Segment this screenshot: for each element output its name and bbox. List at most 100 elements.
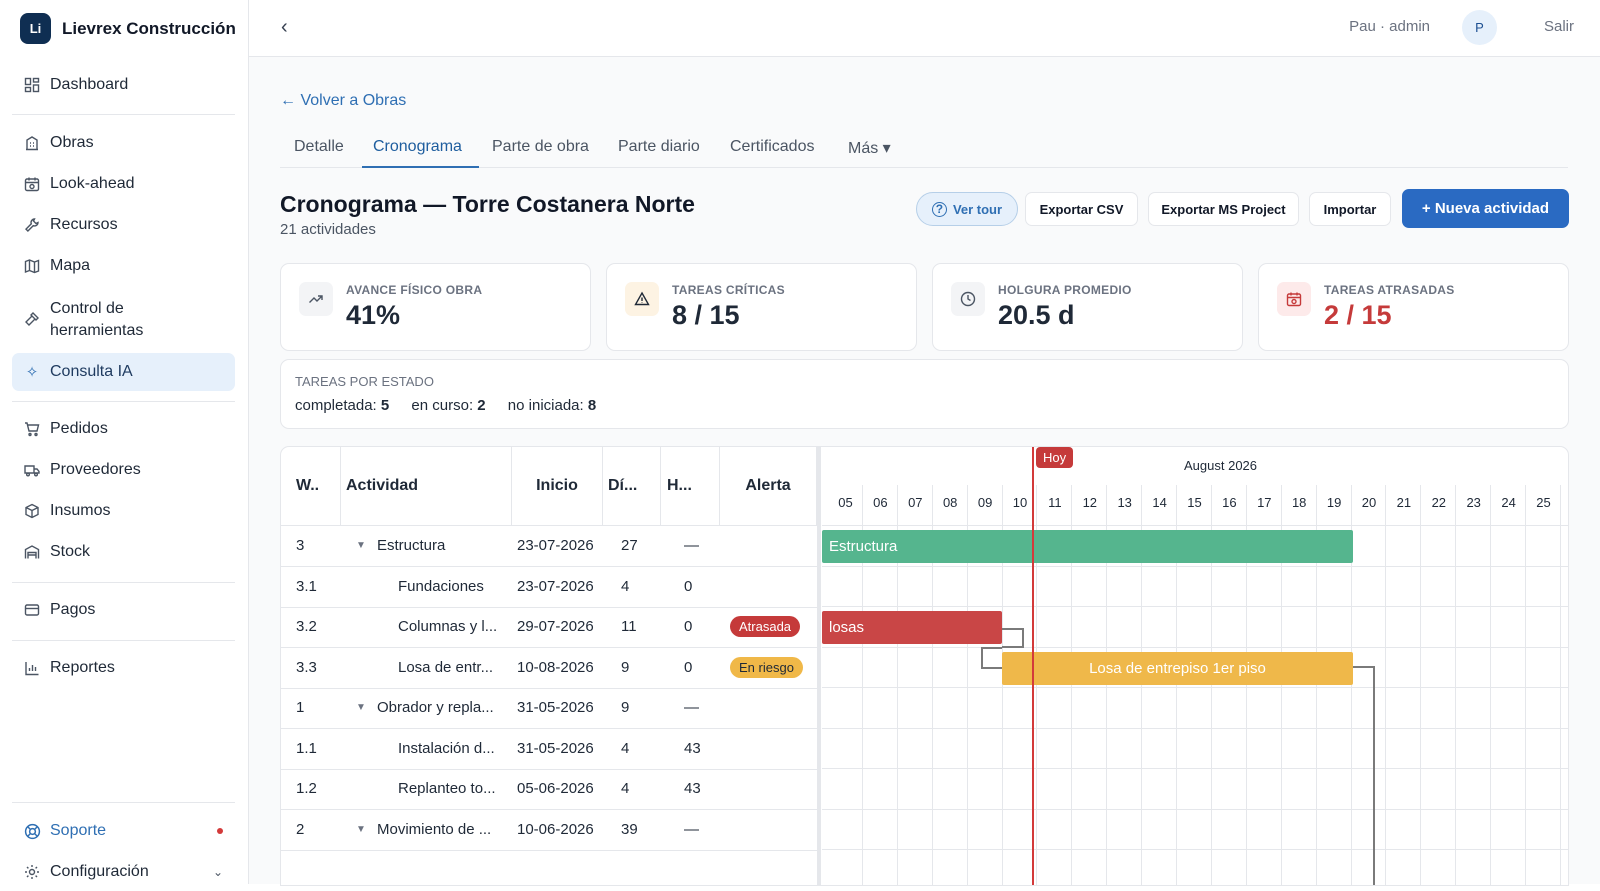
sidebar-item-soporte[interactable]: Soporte [12,812,235,850]
topbar: ‹ Pau · admin P Salir [249,0,1600,57]
table-row[interactable]: 1.1 Instalación d... 31-05-2026 4 43 [281,729,817,770]
expand-caret-icon[interactable]: ▼ [356,540,366,551]
kpi-label: AVANCE FÍSICO OBRA [346,283,483,297]
import-button[interactable]: Importar [1309,192,1391,226]
sidebar-item-pagos[interactable]: Pagos [12,591,235,629]
cell-actividad: Columnas y l... [398,618,498,635]
gantt-day-label: 11 [1048,495,1062,510]
active-tab-indicator [362,166,479,168]
sidebar-item-pedidos[interactable]: Pedidos [12,410,235,448]
main-content: ← Volver a Obras Detalle Cronograma Part… [249,57,1600,886]
logout-link[interactable]: Salir [1543,18,1574,35]
sidebar-item-label: Proveedores [50,461,141,478]
splitter-handle[interactable] [817,447,821,885]
expand-caret-icon[interactable]: ▼ [356,823,366,835]
gantt-grid-line [931,485,933,885]
tareas-por-estado-panel: TAREAS POR ESTADO completada: 5 en curso… [280,359,1569,429]
table-row[interactable]: 3 ▼ Estructura 23-07-2026 27 — [281,526,817,567]
collapse-sidebar-button[interactable]: ‹ [281,16,288,38]
gantt-bar[interactable]: Estructura [822,530,1353,563]
sidebar-item-dashboard[interactable]: Dashboard [12,66,235,104]
column-header-actividad[interactable]: Actividad [341,447,512,525]
divider [12,401,235,402]
sidebar-item-label: Control de herramientas [50,300,144,339]
export-csv-button[interactable]: Exportar CSV [1025,192,1138,226]
gantt-bar[interactable]: Losa de entrepiso 1er piso [1002,651,1353,685]
column-header-wbs[interactable]: W.. [281,447,341,525]
gantt-bar[interactable]: losas [822,611,1002,644]
cell-actividad: Movimiento de ... [377,820,492,838]
tab-mas[interactable]: Más ▾ [848,140,891,157]
avatar[interactable]: P [1462,10,1497,45]
sidebar-item-proveedores[interactable]: Proveedores [12,451,235,489]
cell-inicio: 31-05-2026 [517,699,594,716]
gantt-day-label: 18 [1291,495,1307,510]
ver-tour-button[interactable]: ? Ver tour [916,192,1018,226]
column-header-alerta[interactable]: Alerta [720,447,817,525]
cell-holgura: — [684,699,699,716]
table-row[interactable]: 3.2 Columnas y l... 29-07-2026 11 0 Atrasada [281,607,817,648]
page-title: Cronograma — Torre Costanera Norte [280,191,695,217]
divider [12,802,235,803]
gantt-grid-line [1490,485,1492,885]
sidebar-item-control-herramientas[interactable]: Control de herramientas [12,298,235,342]
back-to-obras-link[interactable]: ← Volver a Obras [280,92,407,109]
sidebar-item-mapa[interactable]: Mapa [12,247,235,285]
cell-inicio: 29-07-2026 [517,618,594,635]
tab-detalle[interactable]: Detalle [294,138,344,155]
table-row[interactable]: 1.2 Replanteo to... 05-06-2026 4 43 [281,769,817,810]
gantt-grid-line [1245,485,1247,885]
column-header-inicio[interactable]: Inicio [512,447,603,525]
cell-holgura: 43 [684,780,701,797]
sidebar-item-insumos[interactable]: Insumos [12,492,235,530]
sidebar-item-consulta-ia[interactable]: ✧ Consulta IA [12,353,235,391]
estado-counts: completada: 5 en curso: 2 no iniciada: 8 [295,397,614,414]
expand-caret-icon[interactable]: ▼ [356,702,366,713]
cell-wbs: 3.3 [296,658,317,676]
export-ms-project-button[interactable]: Exportar MS Project [1148,192,1299,226]
tab-cronograma[interactable]: Cronograma [373,138,462,155]
sidebar-item-look-ahead[interactable]: Look-ahead [12,165,235,203]
table-row[interactable]: 3.3 Losa de entr... 10-08-2026 9 0 En riesgo [281,648,817,689]
sidebar-item-recursos[interactable]: Recursos [12,206,235,244]
gantt-row-line [822,565,1568,567]
kpi-value: 41% [346,300,401,330]
tab-parte-de-obra[interactable]: Parte de obra [492,138,589,155]
user-name: Pau · admin [1349,18,1430,35]
divider [12,582,235,583]
tab-parte-diario[interactable]: Parte diario [618,138,700,155]
sidebar-item-label: Soporte [50,822,107,839]
sidebar-item-configuracion[interactable]: Configuración ⌄ [12,853,235,891]
cell-inicio: 10-06-2026 [517,820,594,838]
trend-icon [299,282,333,316]
sidebar-item-reportes[interactable]: Reportes [12,649,235,687]
kpi-holgura-promedio: HOLGURA PROMEDIO 20.5 d [932,263,1243,351]
estado-count: 2 [477,397,486,414]
gantt-day-label: 25 [1536,495,1551,510]
table-row[interactable]: 3.1 Fundaciones 23-07-2026 4 0 [281,567,817,608]
sidebar-item-stock[interactable]: Stock [12,533,235,571]
tab-certificados[interactable]: Certificados [730,138,815,155]
column-header-dias[interactable]: Dí... [603,447,661,525]
cell-inicio: 23-07-2026 [517,577,594,595]
table-row[interactable]: 1 ▼ Obrador y repla... 31-05-2026 9 — [281,688,817,729]
dependency-line [1353,666,1375,885]
cell-dias: 11 [621,618,637,635]
divider [281,525,817,526]
cell-wbs: 3.2 [296,618,317,635]
cell-dias: 4 [621,577,630,595]
cell-wbs: 3 [296,537,305,554]
table-row[interactable]: 2 ▼ Movimiento de ... 10-06-2026 39 — [281,810,817,851]
sidebar-item-label: Insumos [50,502,111,519]
sidebar-item-obras[interactable]: Obras [12,124,235,162]
page-subtitle: 21 actividades [280,221,376,238]
app-logo[interactable]: Li Lievrex Construcción [20,13,236,44]
today-label: Hoy [1036,447,1074,468]
cell-holgura: 43 [684,739,701,757]
column-header-holgura[interactable]: H... [661,447,720,525]
new-activity-button[interactable]: + Nueva actividad [1402,189,1569,228]
cell-actividad: Fundaciones [398,577,484,595]
gantt-month-label: August 2026 [1184,458,1258,473]
kpi-tareas-criticas: TAREAS CRÍTICAS 8 / 15 [606,263,917,351]
gantt-grid-line [1420,485,1422,885]
